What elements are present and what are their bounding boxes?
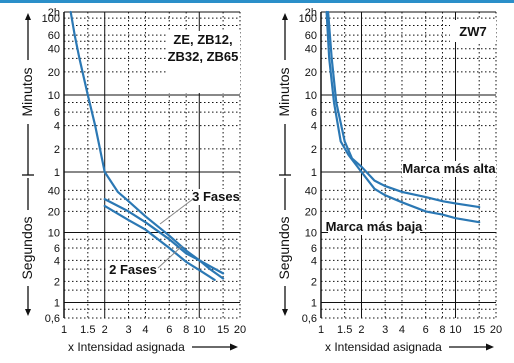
x-tick-label: 1.5 [80, 324, 95, 336]
y-tick-label-minutes: 40 [48, 44, 60, 56]
y-tick-label-minutes: 100 [299, 13, 317, 25]
y-tick-label-seconds: 6 [54, 243, 60, 255]
y-tick-label-seconds: 20 [48, 206, 60, 218]
y-tick-label-minutes: 2 [54, 144, 60, 156]
annotation-leader [159, 198, 194, 225]
x-tick-label: 6 [166, 324, 172, 336]
y-tick-label-minutes: 20 [48, 67, 60, 79]
side-arrow-head [282, 309, 288, 316]
y-tick-label-minutes: 4 [54, 121, 60, 133]
x-tick-label: 20 [490, 324, 502, 336]
x-tick-label: 6 [423, 324, 429, 336]
series-line-marca-m-s-alta [327, 10, 481, 209]
y-tick-label-minutes: 10 [48, 90, 60, 102]
chart-title-line: ZE, ZB12, [173, 32, 232, 47]
chart-panel-2: 1 1.5 2 3 4 6 8 10 15 202h10060402010642140201064… [276, 7, 502, 354]
x-axis-label: x Intensidad asignada [325, 340, 442, 354]
side-arrow-head [25, 309, 31, 316]
y-tick-label-seconds: 10 [305, 227, 317, 239]
x-tick-label: 15 [473, 324, 485, 336]
y-axis-label-seconds: Segundos [19, 216, 35, 279]
x-tick-label: 8 [439, 324, 445, 336]
y-tick-label-seconds: 0,6 [302, 313, 317, 325]
annotation-marca-mas-baja: Marca más baja [326, 219, 424, 234]
y-tick-label-seconds: 0,6 [45, 313, 60, 325]
y-tick-label-minutes: 60 [48, 30, 60, 42]
x-axis-arrow-head [230, 343, 238, 351]
side-arrow-head [25, 13, 31, 20]
x-tick-label: 1 [61, 324, 67, 336]
annotation-bg [193, 189, 239, 205]
x-axis-arrow-head [486, 343, 494, 351]
x-tick-label: 4 [142, 324, 148, 336]
x-tick-label: 20 [234, 324, 246, 336]
series-line-2-fases [103, 204, 216, 281]
y-tick-label-seconds: 10 [48, 227, 60, 239]
annotation-bg [328, 219, 420, 235]
y-tick-label-seconds: 2 [54, 276, 60, 288]
chart-title-line: ZW7 [459, 24, 486, 39]
y-axis-label-minutes: Minutos [19, 67, 35, 116]
x-tick-label: 8 [183, 324, 189, 336]
y-axis-label-minutes: Minutos [276, 67, 292, 116]
title-box [450, 20, 496, 42]
y-tick-label-minutes: 2 [311, 144, 317, 156]
y-tick-label-minutes: 1 [311, 167, 317, 179]
x-tick-label: 10 [449, 324, 461, 336]
y-tick-label-minutes: 20 [305, 67, 317, 79]
y-tick-label-minutes: 6 [311, 107, 317, 119]
y-tick-label-seconds: 6 [311, 243, 317, 255]
series-line-marca-m-s-baja [325, 10, 481, 224]
y-tick-label-seconds: 40 [48, 185, 60, 197]
x-tick-label: 2 [358, 324, 364, 336]
y-tick-label-seconds: 2 [311, 276, 317, 288]
y-tick-label-seconds: 40 [305, 185, 317, 197]
y-tick-label-seconds: 1 [311, 297, 317, 309]
x-axis-label: x Intensidad asignada [68, 340, 185, 354]
y-tick-label-minutes: 1 [54, 167, 60, 179]
y-tick-label-minutes: 2h [48, 7, 60, 19]
y-axis-label-seconds: Segundos [276, 216, 292, 279]
series-line-3-fases [103, 198, 225, 275]
y-tick-label-minutes: 60 [305, 30, 317, 42]
x-tick-label: 2 [102, 324, 108, 336]
chart-title-line: ZB32, ZB65 [168, 49, 239, 64]
x-tick-label: 15 [217, 324, 229, 336]
y-tick-label-minutes: 6 [54, 107, 60, 119]
y-tick-label-minutes: 4 [311, 121, 317, 133]
y-tick-label-minutes: 10 [305, 90, 317, 102]
y-tick-label-seconds: 1 [54, 297, 60, 309]
annotation-bg [108, 262, 158, 278]
annotation-leader [157, 245, 183, 269]
title-box [166, 31, 240, 93]
y-tick-label-minutes: 2h [305, 7, 317, 19]
annotation-marca-mas-alta: Marca más alta [402, 161, 496, 176]
x-tick-label: 4 [399, 324, 405, 336]
y-tick-label-seconds: 4 [54, 255, 60, 267]
x-tick-label: 1.5 [337, 324, 352, 336]
top-accent-bar [0, 0, 514, 3]
annotation-3-fases: 3 Fases [192, 189, 240, 204]
annotation-2-fases: 2 Fases [109, 262, 157, 277]
x-tick-label: 3 [125, 324, 131, 336]
x-tick-label: 1 [318, 324, 324, 336]
x-tick-label: 10 [193, 324, 205, 336]
annotation-bg [402, 161, 496, 177]
y-tick-label-minutes: 40 [305, 44, 317, 56]
y-tick-label-seconds: 20 [305, 206, 317, 218]
x-tick-label: 3 [382, 324, 388, 336]
y-tick-label-seconds: 4 [311, 255, 317, 267]
chart-panel-1: 1 1.5 2 3 4 6 8 10 15 202h10060402010642140201064… [19, 7, 246, 354]
y-tick-label-minutes: 100 [42, 13, 60, 25]
side-arrow-head [282, 13, 288, 20]
